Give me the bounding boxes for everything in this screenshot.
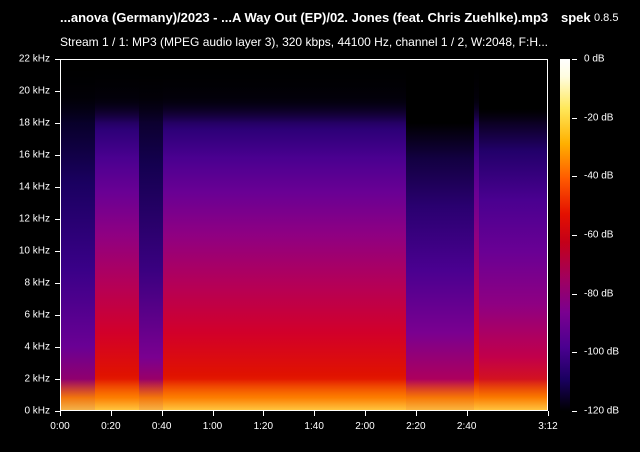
time-tick-mark — [314, 411, 316, 416]
time-tick-label: 0:40 — [151, 421, 172, 432]
time-tick-mark — [263, 411, 265, 416]
colorbar-tick-mark — [572, 352, 577, 354]
freq-tick-label: 4 kHz — [24, 341, 50, 353]
freq-tick-mark — [55, 187, 60, 188]
time-tick-label: 3:12 — [538, 421, 558, 432]
file-title: ...anova (Germany)/2023 - ...A Way Out (… — [60, 10, 549, 25]
freq-tick-label: 2 kHz — [24, 373, 50, 385]
freq-tick-label: 20 kHz — [18, 85, 50, 97]
colorbar-tick-label: -80 dB — [584, 288, 614, 300]
colorbar-tick-label: -100 dB — [584, 346, 620, 358]
colorbar-tick-label: -40 dB — [584, 170, 614, 182]
freq-tick-label: 10 kHz — [18, 245, 50, 257]
freq-tick-mark — [55, 251, 60, 252]
time-tick-label: 1:00 — [202, 421, 223, 432]
time-tick-mark — [415, 411, 417, 416]
freq-tick-mark — [55, 379, 60, 380]
time-tick-mark — [60, 411, 61, 416]
colorbar-tick-mark — [572, 293, 577, 295]
freq-tick-label: 0 kHz — [24, 405, 50, 417]
spectrogram-low-band — [61, 378, 547, 410]
freq-tick-label: 8 kHz — [24, 277, 50, 289]
spectrogram-plot[interactable] — [60, 59, 548, 411]
time-tick-mark — [212, 411, 214, 416]
freq-tick-mark — [55, 59, 60, 60]
time-tick-label: 2:40 — [456, 421, 477, 432]
freq-tick-label: 12 kHz — [18, 213, 50, 225]
colorbar-tick-label: 0 dB — [584, 53, 605, 65]
time-tick-mark — [466, 411, 468, 416]
time-tick-mark — [110, 411, 112, 416]
time-tick-mark — [548, 411, 549, 416]
time-tick-label: 0:00 — [50, 421, 70, 432]
colorbar-tick-mark — [572, 117, 577, 119]
colorbar-tick-mark — [572, 59, 577, 60]
freq-tick-mark — [55, 347, 60, 348]
app-name: spek — [561, 10, 591, 25]
colorbar-tick-mark — [572, 235, 577, 236]
time-tick-label: 2:20 — [406, 421, 426, 432]
freq-tick-mark — [55, 411, 60, 412]
time-tick-mark — [161, 411, 163, 416]
freq-tick-label: 14 kHz — [18, 181, 50, 193]
colorbar-tick-mark — [572, 411, 577, 412]
freq-tick-label: 18 kHz — [18, 117, 50, 129]
colorbar-tick-label: -120 dB — [584, 405, 620, 417]
time-tick-label: 0:20 — [101, 421, 121, 432]
freq-tick-label: 6 kHz — [24, 309, 50, 321]
freq-tick-mark — [55, 123, 60, 124]
freq-tick-mark — [55, 219, 60, 220]
colorbar — [560, 59, 570, 411]
colorbar-tick-mark — [572, 176, 577, 178]
app-version: 0.8.5 — [594, 12, 619, 24]
stream-info: Stream 1 / 1: MP3 (MPEG audio layer 3), … — [60, 35, 549, 49]
time-tick-mark — [365, 411, 366, 416]
spectrogram-cutoff-band — [61, 60, 547, 123]
time-tick-label: 1:40 — [304, 421, 324, 432]
colorbar-tick-label: -20 dB — [584, 112, 614, 124]
time-tick-label: 2:00 — [355, 421, 375, 432]
freq-tick-mark — [55, 315, 60, 316]
freq-tick-mark — [55, 155, 60, 156]
time-tick-label: 1:20 — [253, 421, 274, 432]
freq-tick-label: 16 kHz — [18, 149, 50, 161]
colorbar-tick-label: -60 dB — [584, 229, 614, 241]
freq-tick-label: 22 kHz — [18, 53, 50, 65]
freq-tick-mark — [55, 91, 60, 92]
freq-tick-mark — [55, 283, 60, 284]
